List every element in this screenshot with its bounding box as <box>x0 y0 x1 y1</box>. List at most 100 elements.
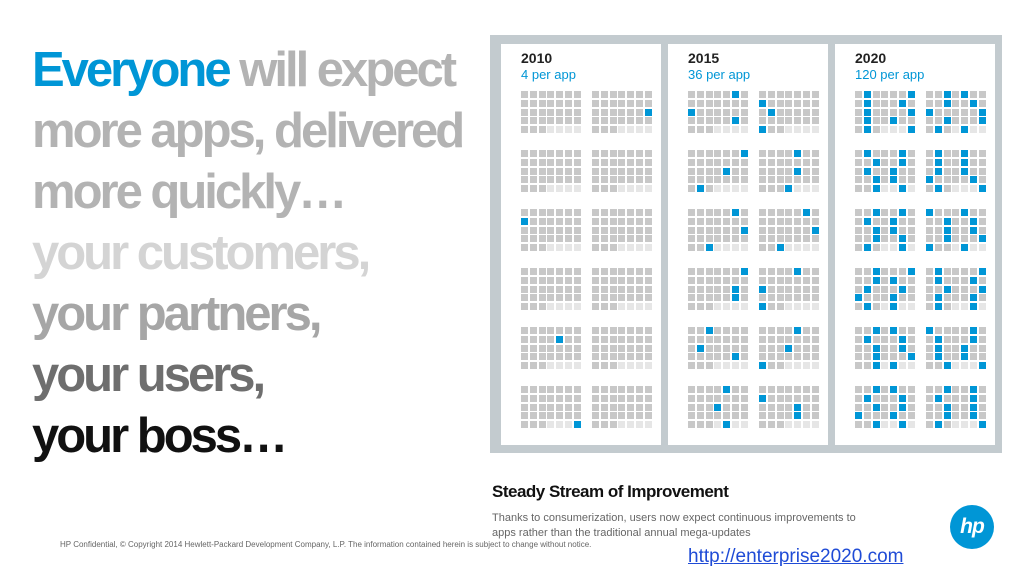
calendar-day <box>600 386 608 393</box>
calendar-day <box>618 126 626 134</box>
calendar-day <box>696 226 704 234</box>
calendar-day <box>732 276 739 284</box>
calendar-day <box>855 99 862 107</box>
calendar-day <box>785 167 793 175</box>
calendar-day <box>794 344 802 352</box>
calendar-day <box>573 158 581 166</box>
enterprise2020-link[interactable]: http://enterprise2020.com <box>688 546 904 567</box>
calendar-day <box>573 91 581 98</box>
calendar-day <box>592 158 599 166</box>
update-day <box>759 99 766 107</box>
calendar-day <box>926 412 933 420</box>
calendar-day <box>565 91 572 98</box>
calendar-day <box>565 167 572 175</box>
calendar-day <box>714 335 722 343</box>
update-day <box>943 91 951 98</box>
calendar-day <box>907 327 915 334</box>
calendar-day <box>547 108 555 116</box>
calendar-day <box>636 276 643 284</box>
calendar-day <box>794 158 802 166</box>
calendar-day <box>943 421 951 429</box>
calendar-day <box>705 185 713 193</box>
update-calendar-panel: 2010 4 per app 2015 36 per app 2020 120 … <box>490 35 1002 453</box>
calendar-day <box>547 226 555 234</box>
calendar-day <box>978 217 986 225</box>
calendar-day <box>644 335 652 343</box>
calendar-day <box>636 303 643 311</box>
update-day <box>890 386 898 393</box>
calendar-day <box>794 209 802 216</box>
calendar-day <box>609 244 617 252</box>
calendar-day <box>705 176 713 184</box>
update-day <box>872 353 880 361</box>
calendar-day <box>723 185 731 193</box>
calendar-day <box>573 303 581 311</box>
calendar-day <box>881 362 889 370</box>
calendar-day <box>644 412 652 420</box>
calendar-day <box>714 394 722 402</box>
calendar-day <box>573 244 581 252</box>
calendar-day <box>855 235 862 243</box>
calendar-day <box>705 126 713 134</box>
calendar-day <box>740 167 748 175</box>
update-day <box>688 108 695 116</box>
calendar-day <box>556 344 564 352</box>
calendar-day <box>943 126 951 134</box>
calendar-day <box>714 226 722 234</box>
calendar-day <box>688 226 695 234</box>
calendar-day <box>609 327 617 334</box>
calendar-day <box>863 235 871 243</box>
calendar-day <box>794 394 802 402</box>
calendar-day <box>688 167 695 175</box>
calendar-day <box>592 209 599 216</box>
calendar-day <box>592 412 599 420</box>
calendar-day <box>565 217 572 225</box>
update-day <box>521 217 528 225</box>
calendar-day <box>627 185 635 193</box>
calendar-day <box>863 226 871 234</box>
calendar-day <box>926 285 933 293</box>
calendar-day <box>732 386 739 393</box>
calendar-day <box>776 226 784 234</box>
calendar-day <box>565 386 572 393</box>
update-day <box>970 335 977 343</box>
calendar-day <box>688 150 695 157</box>
calendar-day <box>714 167 722 175</box>
calendar-day <box>855 362 862 370</box>
calendar-day <box>592 403 599 411</box>
calendar-day <box>872 108 880 116</box>
calendar-day <box>723 209 731 216</box>
calendar-day <box>636 108 643 116</box>
calendar-day <box>872 167 880 175</box>
calendar-day <box>521 285 528 293</box>
calendar-day <box>961 108 969 116</box>
calendar-day <box>855 91 862 98</box>
calendar-day <box>723 394 731 402</box>
calendar-day <box>759 209 766 216</box>
calendar-day <box>899 303 906 311</box>
calendar-day <box>636 117 643 125</box>
calendar-day <box>978 176 986 184</box>
calendar-day <box>926 403 933 411</box>
calendar-day <box>688 244 695 252</box>
calendar-day <box>538 403 546 411</box>
calendar-day <box>881 235 889 243</box>
calendar-day <box>759 344 766 352</box>
calendar-day <box>600 150 608 157</box>
calendar-day <box>609 421 617 429</box>
calendar-day <box>547 412 555 420</box>
calendar-day <box>714 285 722 293</box>
calendar-day <box>636 268 643 275</box>
calendar-day <box>723 268 731 275</box>
calendar-day <box>803 226 810 234</box>
calendar-day <box>521 294 528 302</box>
calendar-day <box>688 91 695 98</box>
calendar-day <box>600 244 608 252</box>
update-day <box>759 362 766 370</box>
calendar-day <box>627 108 635 116</box>
calendar-day <box>723 126 731 134</box>
calendar-day <box>740 386 748 393</box>
calendar-day <box>600 294 608 302</box>
calendar-day <box>723 217 731 225</box>
calendar-day <box>547 421 555 429</box>
